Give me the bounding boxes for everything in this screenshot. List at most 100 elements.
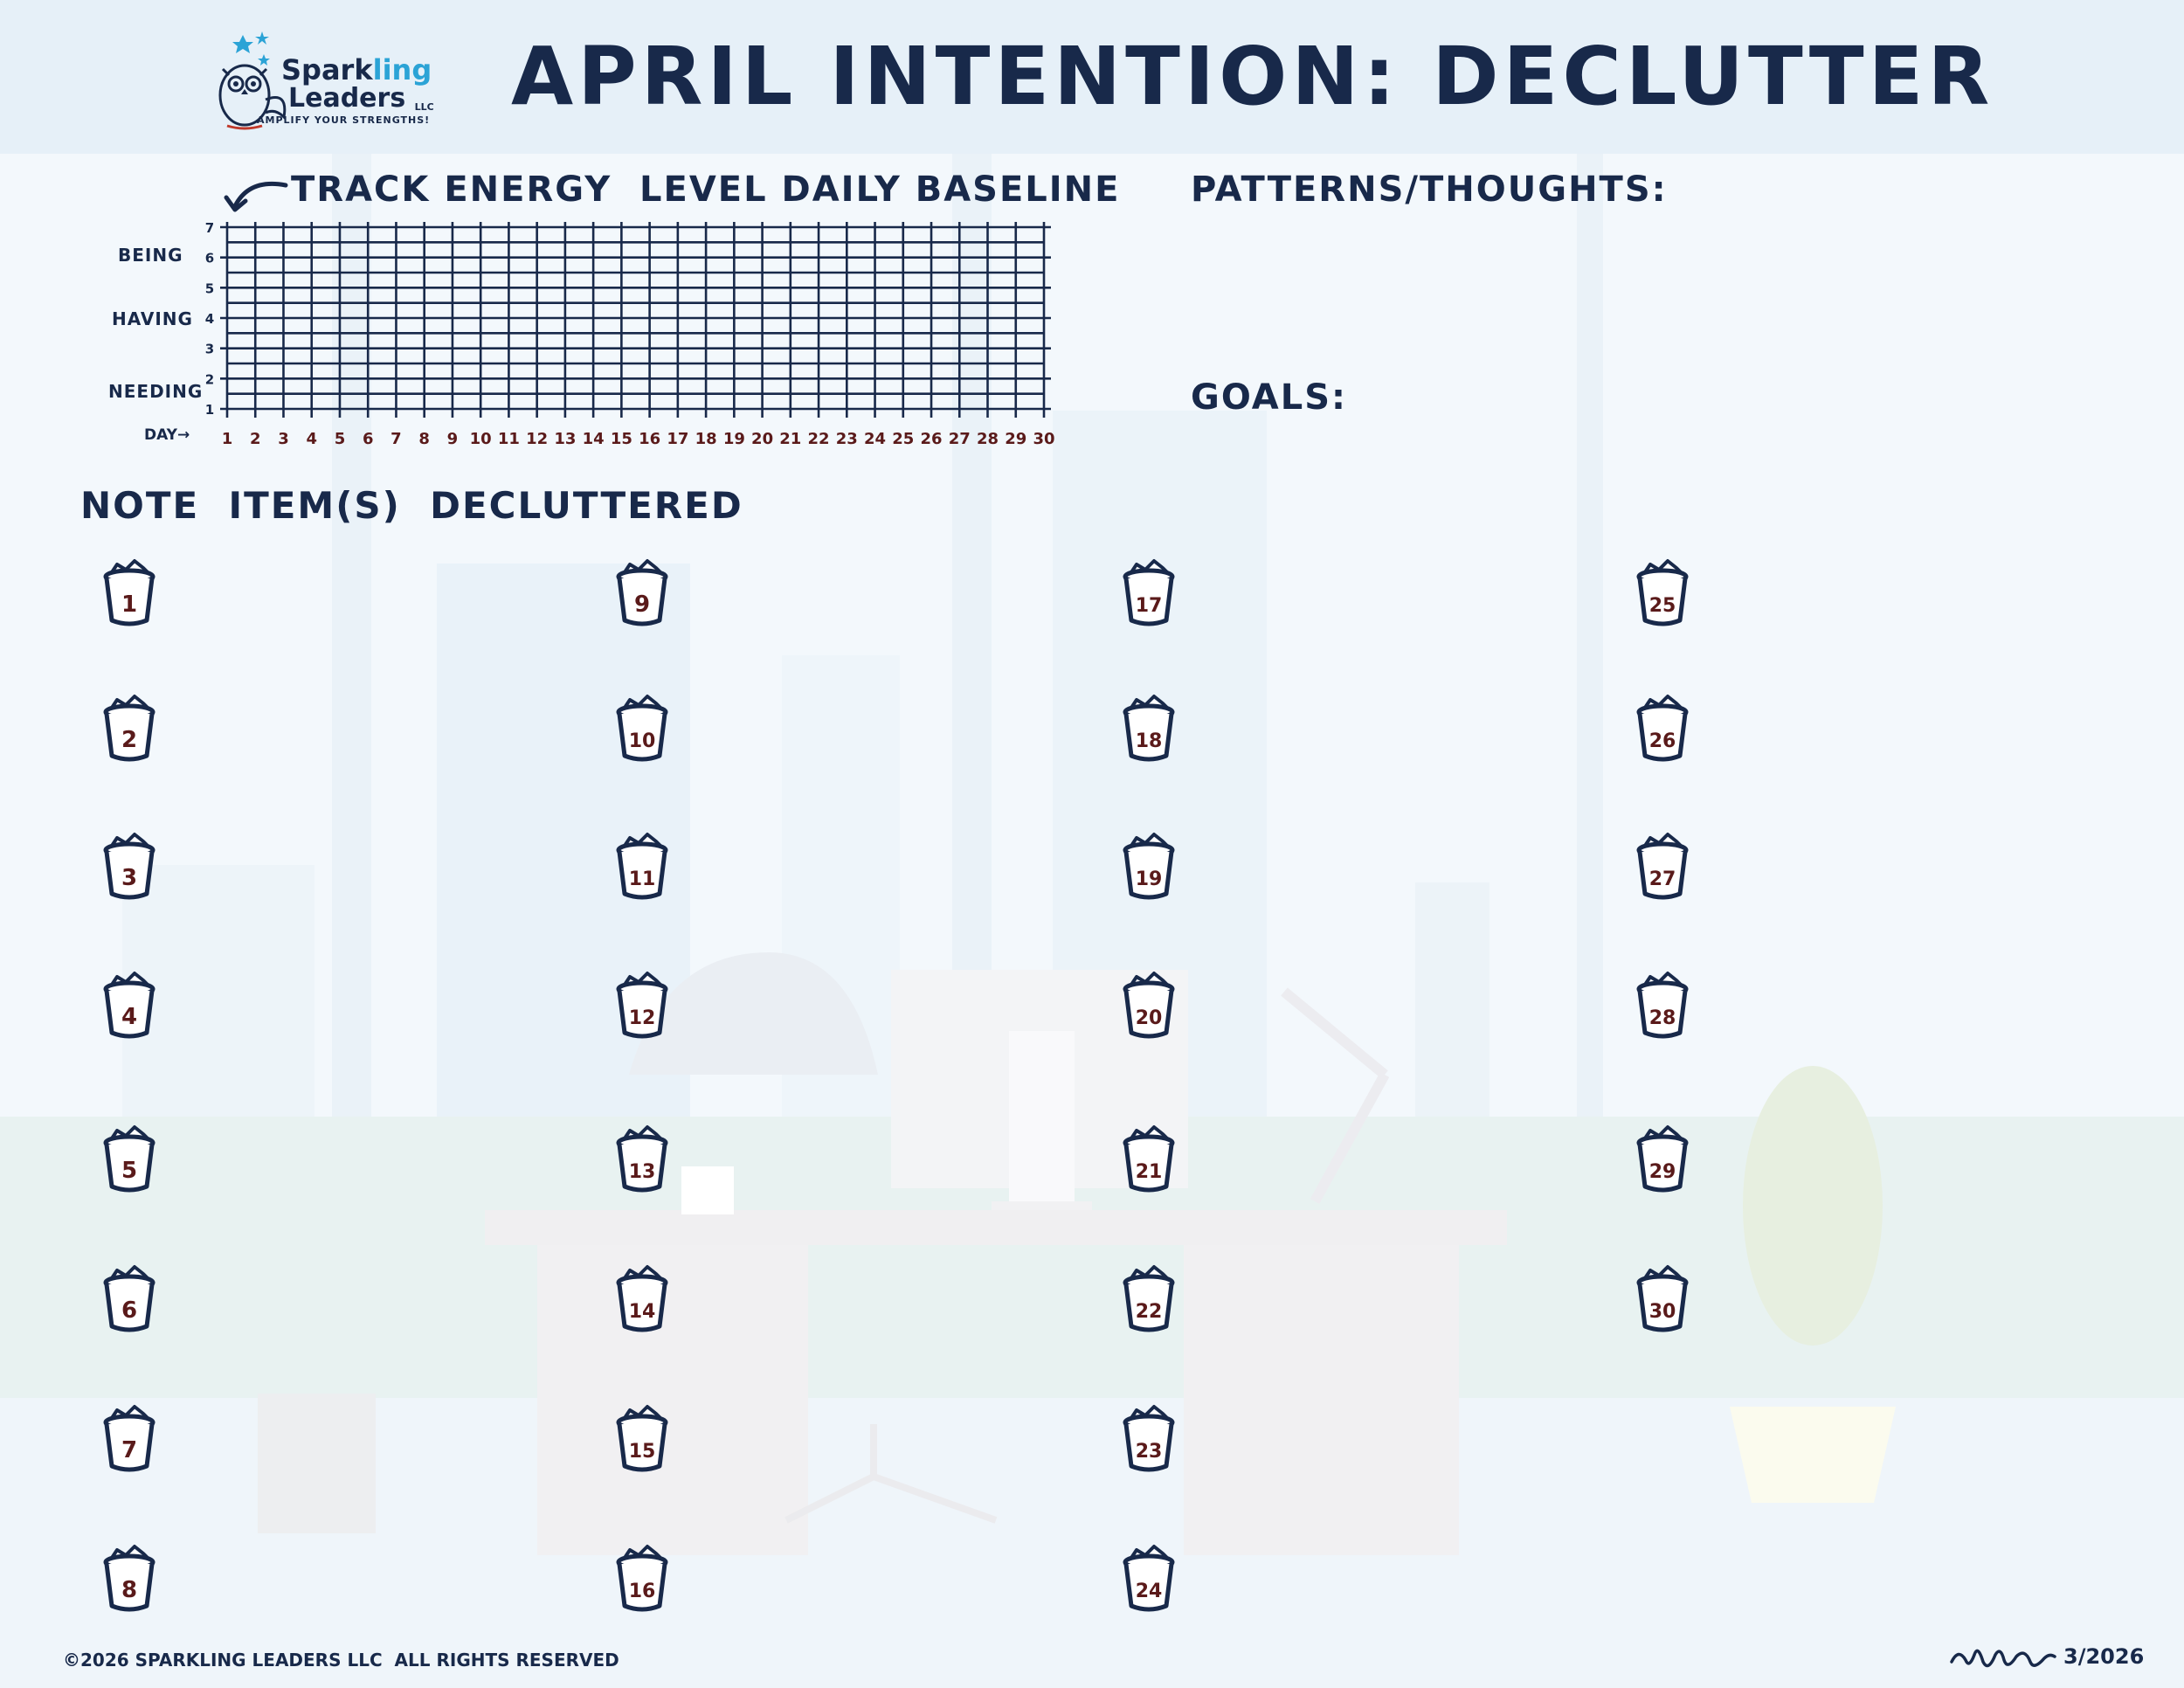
y-tick-label: 1 (205, 402, 214, 418)
bin-number-label: 15 (629, 1441, 656, 1463)
declutter-bin-24[interactable]: 24 (1123, 1545, 1175, 1612)
trash-bin-icon (1637, 1144, 1688, 1193)
bin-number-label: 27 (1649, 868, 1676, 890)
declutter-bin-7[interactable]: 7 (103, 1405, 156, 1472)
declutter-bin-22[interactable]: 22 (1123, 1265, 1175, 1332)
bin-number-label: 24 (1136, 1581, 1163, 1602)
declutter-bin-28[interactable]: 28 (1636, 972, 1689, 1039)
signature-icon (1950, 1649, 2056, 1668)
declutter-bin-23[interactable]: 23 (1123, 1405, 1175, 1472)
logo-name-part1: Spark (281, 53, 373, 86)
x-tick-label: 6 (363, 430, 374, 448)
trash-bin-icon (1123, 990, 1174, 1039)
bin-number-label: 29 (1649, 1161, 1676, 1183)
bin-number-label: 25 (1649, 595, 1676, 617)
trash-bin-icon (1123, 1563, 1174, 1612)
day-axis-label: DAY→ (144, 426, 190, 444)
declutter-bin-15[interactable]: 15 (616, 1405, 668, 1472)
x-tick-label: 4 (306, 430, 317, 448)
declutter-bin-2[interactable]: 2 (103, 695, 156, 762)
level-label-being: BEING (118, 245, 183, 266)
x-tick-label: 7 (390, 430, 402, 448)
logo-tagline: AMPLIFY YOUR STRENGTHS! (257, 114, 431, 126)
trash-bin-icon (1637, 851, 1688, 900)
x-tick-label: 17 (667, 430, 688, 448)
declutter-bin-27[interactable]: 27 (1636, 833, 1689, 900)
trash-bin-icon (617, 713, 667, 762)
trash-bin-icon (104, 1423, 155, 1472)
bin-number-label: 5 (121, 1158, 137, 1184)
trash-bin-icon (617, 1144, 667, 1193)
y-tick-label: 7 (205, 220, 214, 236)
bin-number-label: 16 (629, 1581, 656, 1602)
x-tick-label: 27 (949, 430, 971, 448)
trash-bin-icon (1123, 1423, 1174, 1472)
declutter-bin-12[interactable]: 12 (616, 972, 668, 1039)
x-tick-label: 11 (498, 430, 520, 448)
declutter-bin-3[interactable]: 3 (103, 833, 156, 900)
declutter-bin-20[interactable]: 20 (1123, 972, 1175, 1039)
x-tick-label: 14 (583, 430, 605, 448)
bin-number-label: 13 (629, 1161, 656, 1183)
y-tick-label: 6 (205, 251, 214, 266)
y-tick-label: 3 (205, 342, 214, 357)
declutter-bin-5[interactable]: 5 (103, 1125, 156, 1193)
trash-bin-icon (617, 578, 667, 626)
bin-number-label: 6 (121, 1297, 137, 1324)
bin-number-label: 23 (1136, 1441, 1163, 1463)
declutter-bin-13[interactable]: 13 (616, 1125, 668, 1193)
trash-bin-icon (617, 1283, 667, 1332)
trash-bin-icon (1123, 851, 1174, 900)
declutter-bin-10[interactable]: 10 (616, 695, 668, 762)
trash-bin-icon (104, 1563, 155, 1612)
declutter-bin-30[interactable]: 30 (1636, 1265, 1689, 1332)
declutter-bin-14[interactable]: 14 (616, 1265, 668, 1332)
header-band (0, 0, 2184, 154)
declutter-bin-16[interactable]: 16 (616, 1545, 668, 1612)
trash-bin-icon (617, 990, 667, 1039)
x-tick-label: 19 (723, 430, 745, 448)
bin-number-label: 11 (629, 868, 656, 890)
x-tick-label: 2 (250, 430, 261, 448)
patterns-heading: PATTERNS/THOUGHTS: (1191, 169, 1668, 210)
declutter-bin-6[interactable]: 6 (103, 1265, 156, 1332)
page-title: APRIL INTENTION: DECLUTTER (511, 30, 1994, 123)
declutter-bin-9[interactable]: 9 (616, 559, 668, 626)
trash-bin-icon (104, 713, 155, 762)
trash-bin-icon (1123, 578, 1174, 626)
declutter-bin-21[interactable]: 21 (1123, 1125, 1175, 1193)
declutter-bin-25[interactable]: 25 (1636, 559, 1689, 626)
declutter-bin-11[interactable]: 11 (616, 833, 668, 900)
logo-name-leaders: Leaders (288, 83, 406, 114)
x-tick-label: 28 (977, 430, 999, 448)
x-tick-label: 12 (526, 430, 548, 448)
x-tick-label: 22 (808, 430, 830, 448)
trash-bin-icon (104, 1283, 155, 1332)
trash-bin-icon (104, 851, 155, 900)
trash-bin-icon (1637, 1283, 1688, 1332)
declutter-bin-26[interactable]: 26 (1636, 695, 1689, 762)
trash-bin-icon (1637, 578, 1688, 626)
x-tick-label: 16 (639, 430, 660, 448)
bin-number-label: 28 (1649, 1007, 1676, 1029)
bin-number-label: 19 (1136, 868, 1163, 890)
x-tick-label: 1 (222, 430, 233, 448)
x-tick-label: 10 (470, 430, 492, 448)
y-tick-label: 2 (205, 371, 214, 387)
bin-number-label: 18 (1136, 730, 1163, 752)
declutter-bin-4[interactable]: 4 (103, 972, 156, 1039)
declutter-bin-29[interactable]: 29 (1636, 1125, 1689, 1193)
copyright-notice: ©2026 SPARKLING LEADERS LLC ALL RIGHTS R… (63, 1650, 619, 1671)
declutter-bin-17[interactable]: 17 (1123, 559, 1175, 626)
bin-number-label: 10 (629, 730, 656, 752)
bin-number-label: 8 (121, 1577, 137, 1603)
declutter-bin-18[interactable]: 18 (1123, 695, 1175, 762)
trash-bin-icon (1123, 713, 1174, 762)
declutter-bin-1[interactable]: 1 (103, 559, 156, 626)
bin-number-label: 22 (1136, 1301, 1163, 1323)
bin-number-label: 2 (121, 727, 137, 753)
bin-number-label: 21 (1136, 1161, 1163, 1183)
declutter-bin-19[interactable]: 19 (1123, 833, 1175, 900)
declutter-bin-8[interactable]: 8 (103, 1545, 156, 1612)
